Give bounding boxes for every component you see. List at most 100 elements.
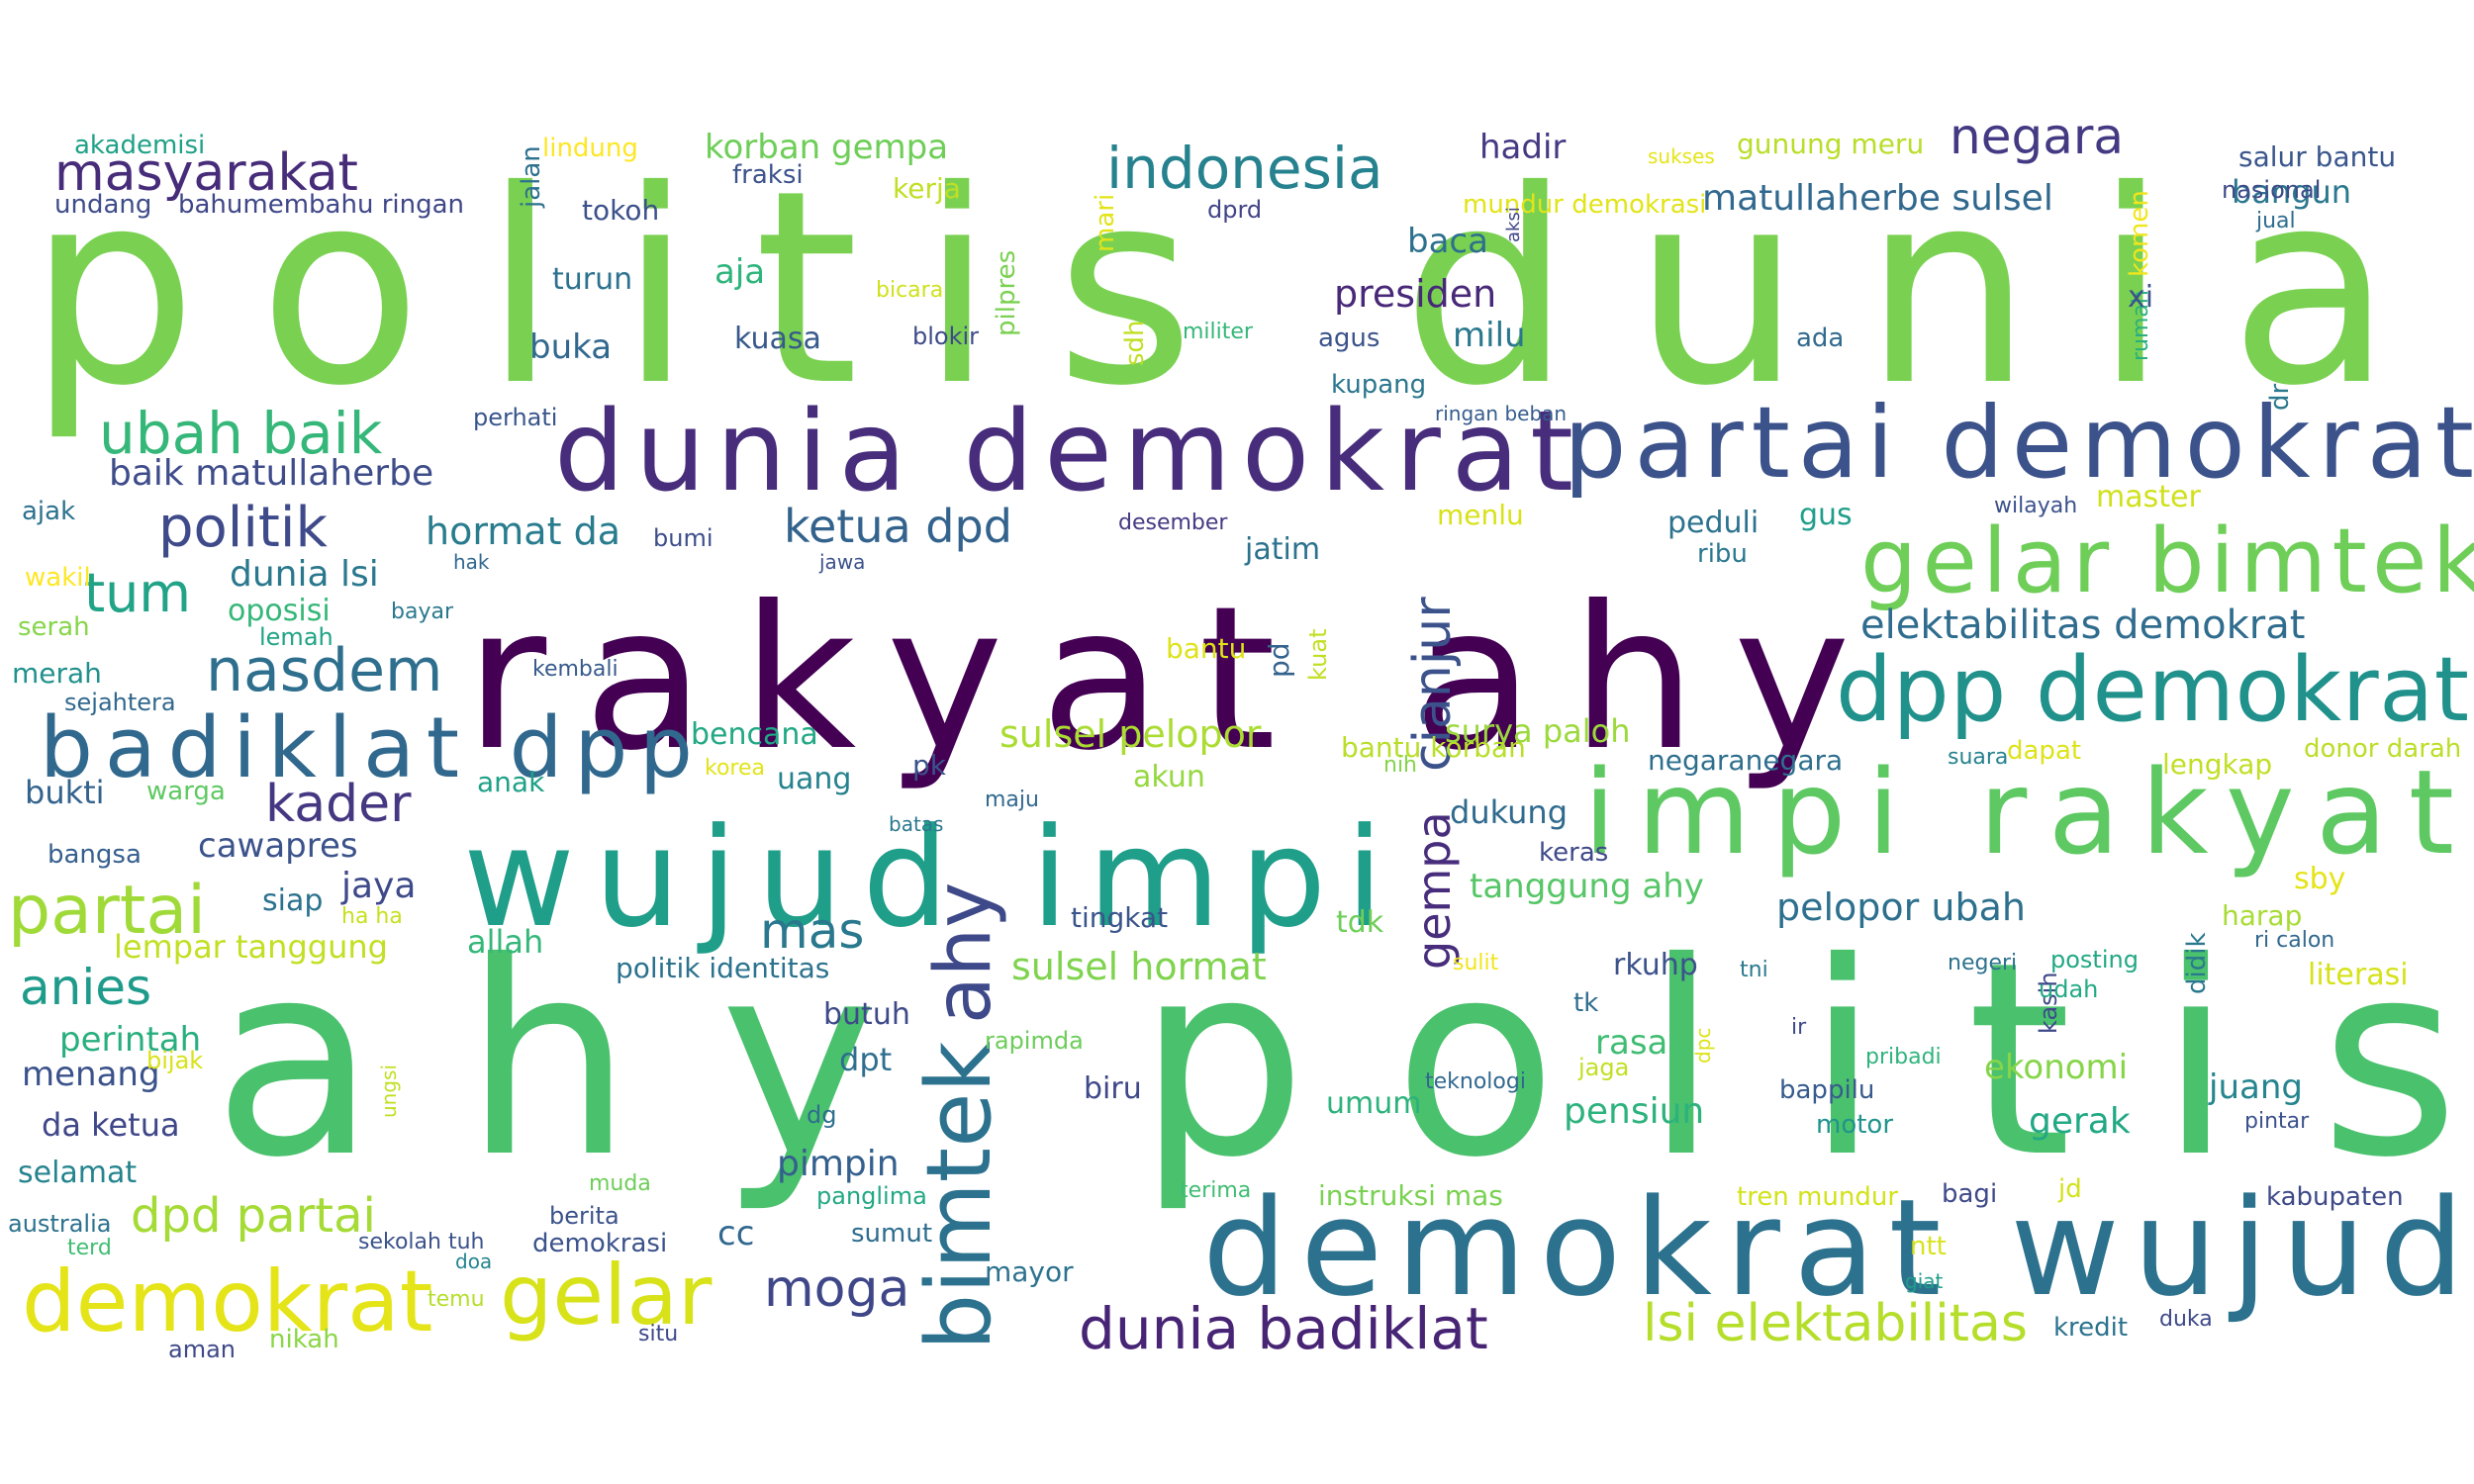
cloud-word: lsi elektabilitas [1643,1294,2028,1353]
cloud-word: politik identitas [616,952,829,984]
cloud-word: buka [529,327,612,367]
cloud-word: ri calon [2254,928,2334,953]
cloud-word: masyarakat [54,143,358,203]
cloud-word: hak [453,550,490,574]
cloud-word: bappilu [1779,1075,1874,1105]
cloud-word: rkuhp [1613,948,1698,982]
cloud-word: sulsel hormat [1011,945,1267,988]
cloud-word: bicara [876,278,943,303]
cloud-word: pensiun [1564,1091,1704,1132]
cloud-word: jaga [1577,1054,1629,1081]
cloud-word: dg [807,1101,836,1129]
cloud-word: ha ha [341,904,403,929]
cloud-word: jd [2057,1174,2082,1204]
cloud-word: kembali [532,657,618,682]
cloud-word: panglima [816,1182,927,1210]
cloud-word: giat [1905,1269,1944,1293]
cloud-word: nih [1383,753,1417,778]
cloud-word: situ [638,1322,678,1346]
cloud-word: harap [2222,899,2302,932]
cloud-word: ir [1791,1015,1807,1040]
cloud-word: xi [2128,280,2153,315]
cloud-word: anies [20,959,151,1016]
cloud-word: partai [8,872,206,950]
cloud-word: kupang [1331,370,1426,400]
cloud-word: oposisi [228,594,331,628]
cloud-word: tokoh [582,194,659,227]
cloud-word: dunia badiklat [1079,1295,1488,1362]
cloud-word: tingkat [1071,901,1168,934]
cloud-word: lemah [259,623,333,651]
cloud-word: gunung meru [1737,128,1924,160]
cloud-word: bayar [391,600,454,624]
cloud-word: gelar [500,1247,713,1344]
cloud-word: temu [428,1287,485,1312]
cloud-word: ketua dpd [784,500,1012,553]
cloud-word: badiklat dpp [40,699,693,797]
cloud-word: negaranegara [1648,744,1843,777]
cloud-word: kredit [2053,1313,2128,1343]
cloud-word: motor [1816,1110,1893,1140]
cloud-word: sdh [1120,320,1150,366]
cloud-word: baca [1407,222,1488,261]
cloud-word: matullaherbe sulsel [1702,178,2053,219]
cloud-word: instruksi mas [1318,1179,1503,1212]
cloud-word: sekolah tuh [358,1230,484,1254]
cloud-word: tni [1740,958,1768,982]
cloud-word: keras [1539,838,1608,868]
cloud-word: gelar bimtek [1860,510,2474,613]
cloud-word: bangun [2232,173,2351,211]
cloud-word: kasih [2035,972,2062,1034]
cloud-word: partai demokrat [1564,385,2474,501]
cloud-word: ringan beban [1435,402,1567,425]
cloud-word: aksi [1503,207,1524,242]
cloud-word: berita [549,1202,619,1230]
cloud-word: tk [1573,988,1598,1018]
cloud-word: akun [1133,760,1205,794]
cloud-word: rakyat ahy [465,564,1851,794]
cloud-word: blokir [912,323,979,350]
cloud-word: demokrat wujud [1202,1170,2464,1326]
cloud-word: pelopor ubah [1776,885,2026,929]
cloud-word: nasional [2222,176,2321,204]
cloud-word: aman [168,1336,236,1363]
cloud-word: sulit [1453,951,1499,975]
cloud-word: mayor [985,1255,1074,1288]
cloud-word: doa [455,1250,492,1273]
cloud-word: australia [8,1210,111,1238]
cloud-word: bangsa [48,840,142,870]
cloud-word: dprd [1207,196,1262,224]
cloud-word: presiden [1334,272,1496,316]
cloud-word: muda [589,1171,651,1196]
cloud-word: literasi [2308,958,2409,992]
cloud-word: kerja [893,172,961,205]
cloud-word: cianjur [1403,597,1463,772]
cloud-word: gempa [1407,811,1461,970]
cloud-word: akademisi [74,131,205,160]
cloud-word: didik [2182,932,2212,994]
cloud-word: hadir [1479,128,1566,167]
cloud-word: fraksi [732,160,804,190]
cloud-word: umum [1326,1086,1421,1121]
cloud-word: sukses [1648,144,1715,168]
cloud-word: perintah [59,1020,201,1060]
cloud-word: negeri [1948,951,2017,975]
cloud-word: bijak [146,1047,203,1074]
cloud-word: bantu korban [1341,731,1526,764]
cloud-word: rumah [2129,290,2153,361]
cloud-word: kader [265,775,412,834]
cloud-word: dunia lsi [230,554,379,595]
cloud-word: terd [67,1236,112,1260]
cloud-word: ungsi [377,1065,401,1118]
cloud-word: siap [262,883,323,918]
cloud-word: donor darah [2304,734,2461,764]
cloud-word: demokrasi [532,1229,667,1258]
cloud-word: cc [717,1214,754,1253]
cloud-word: jaya [340,866,416,906]
cloud-word: perhati [473,404,557,431]
cloud-word: mas [760,902,864,960]
cloud-word: bagi [1942,1179,1997,1209]
cloud-word: wakil [25,563,91,593]
cloud-word: cawapres [198,826,358,866]
